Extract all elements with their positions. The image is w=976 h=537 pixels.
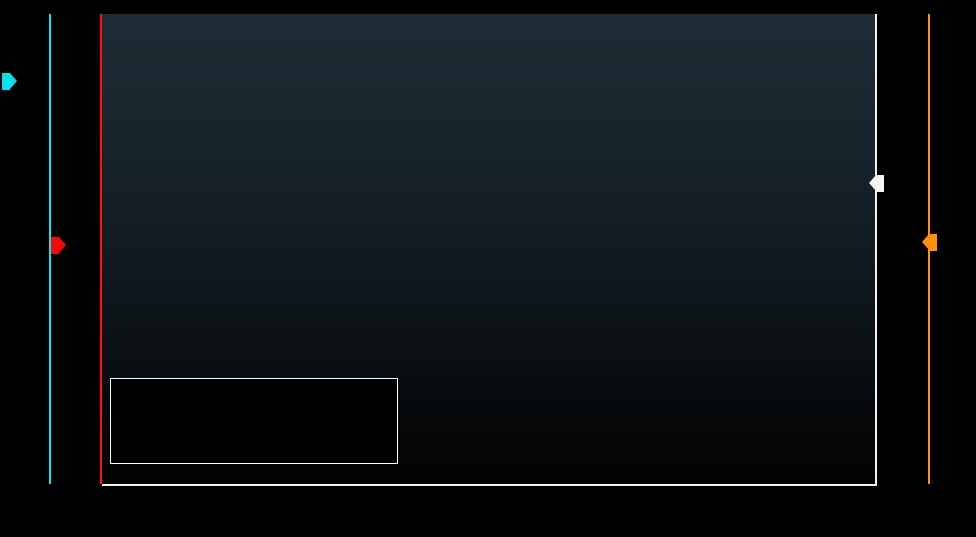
axis-line-audchf: [100, 14, 102, 484]
axis-line-spx: [875, 14, 877, 484]
price-badge-aud: [2, 73, 17, 90]
axis-line-aud: [49, 14, 51, 484]
price-badge-spx: [869, 175, 884, 192]
price-badge-cry: [922, 234, 937, 251]
x-axis-line: [102, 484, 877, 486]
price-badge-audchf: [51, 237, 66, 254]
legend-box[interactable]: [110, 378, 398, 464]
